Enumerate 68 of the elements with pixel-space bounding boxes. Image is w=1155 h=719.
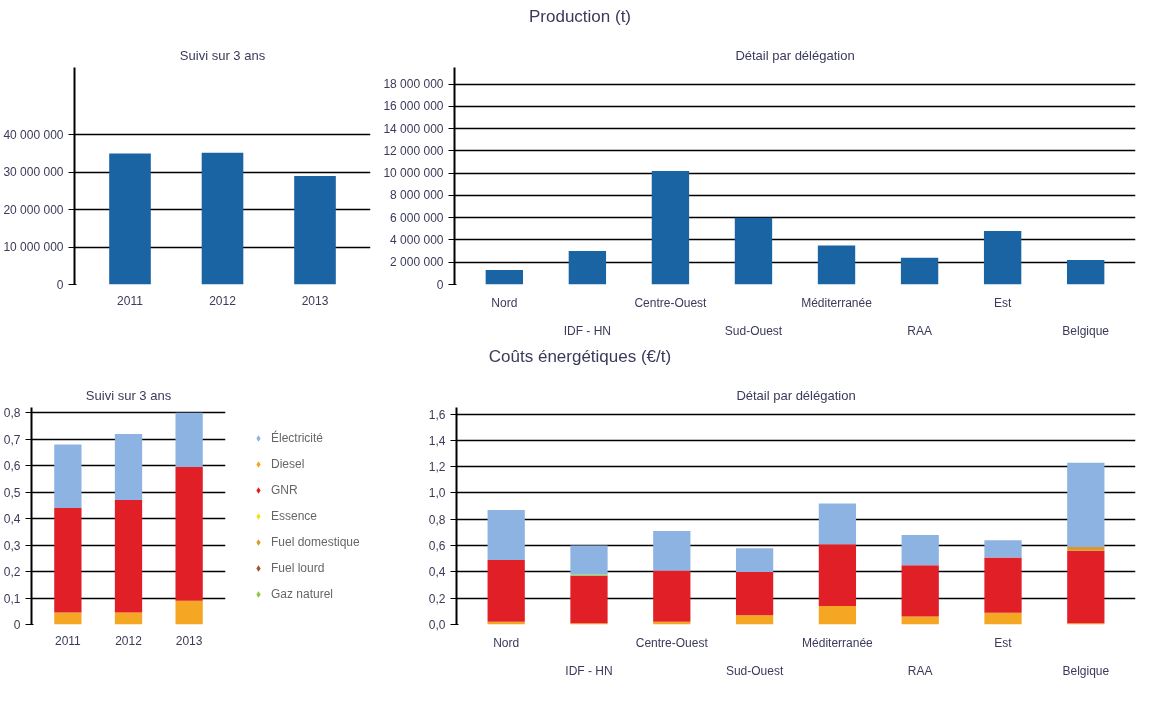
x-tick-label: RAA [907, 663, 933, 678]
legend-label: Fuel lourd [271, 560, 325, 575]
y-tick-label: 0,6 [3, 459, 21, 474]
x-tick-label: 2013 [301, 293, 329, 308]
legend-label: Essence [271, 508, 318, 523]
y-tick-label: 12 000 000 [383, 143, 444, 158]
y-tick-label: 1,6 [428, 407, 446, 422]
x-tick-label: Centre-Ouest [634, 295, 708, 310]
y-tick-label: 0,7 [3, 432, 21, 447]
x-tick-label: IDF - HN [565, 663, 613, 678]
y-tick-label: 0,4 [428, 565, 446, 580]
y-tick-label: 0 [13, 618, 21, 632]
x-tick-label: 2011 [54, 633, 82, 648]
y-tick-label: 10 000 000 [383, 166, 444, 181]
x-tick-label: Belgique [1062, 323, 1110, 338]
x-tick-label: Nord [491, 295, 518, 310]
x-tick-label: Méditerranée [802, 635, 874, 650]
y-tick-label: 1,4 [428, 433, 446, 448]
y-tick-label: 0,1 [3, 591, 21, 606]
x-tick-label: Belgique [1062, 663, 1110, 678]
x-tick-label: 2012 [209, 293, 237, 308]
y-tick-label: 1,0 [428, 486, 446, 501]
x-tick-label: RAA [907, 323, 932, 338]
x-tick-label: 2013 [175, 633, 203, 648]
x-tick-label: Est [993, 295, 1012, 310]
y-tick-label: 0,4 [3, 512, 21, 527]
y-tick-label: 2 000 000 [390, 255, 444, 270]
y-tick-label: 16 000 000 [383, 99, 444, 114]
y-tick-label: 0 [436, 277, 444, 292]
y-tick-label: 14 000 000 [383, 121, 444, 136]
x-tick-label: Centre-Ouest [635, 635, 709, 650]
x-tick-label: 2012 [115, 633, 143, 648]
chart-title: Détail par délégation [736, 387, 856, 403]
x-tick-label: Sud-Ouest [725, 663, 784, 678]
x-tick-label: IDF - HN [563, 323, 612, 338]
chart-title: Détail par délégation [735, 47, 855, 63]
legend-label: Fuel domestique [271, 534, 360, 549]
x-tick-label: Est [994, 635, 1013, 650]
x-tick-label: 2011 [117, 293, 144, 308]
y-tick-label: 10 000 000 [3, 240, 64, 255]
legend-label: Électricité [271, 430, 324, 445]
chart-title: Suivi sur 3 ans [179, 47, 266, 63]
y-tick-label: 6 000 000 [390, 210, 444, 225]
y-tick-label: 40 000 000 [3, 127, 64, 142]
x-tick-label: Nord [493, 635, 520, 650]
y-tick-label: 0,5 [3, 485, 21, 500]
y-tick-label: 0,8 [428, 512, 446, 527]
y-tick-label: 1,2 [428, 460, 446, 475]
y-tick-label: 0,2 [428, 591, 446, 606]
y-tick-label: 18 000 000 [383, 77, 444, 92]
y-tick-label: 30 000 000 [3, 165, 64, 180]
y-tick-label: 0 [56, 277, 64, 292]
y-tick-label: 4 000 000 [390, 232, 444, 247]
y-tick-label: 0,0 [428, 618, 446, 632]
y-tick-label: 8 000 000 [390, 188, 444, 203]
legend-label: GNR [271, 482, 298, 497]
y-tick-label: 0,3 [3, 538, 21, 553]
y-tick-label: 0,2 [3, 565, 21, 580]
y-tick-label: 0,6 [428, 539, 446, 554]
y-tick-label: 20 000 000 [3, 202, 64, 217]
legend-label: Gaz naturel [271, 586, 334, 601]
legend-label: Diesel [271, 456, 305, 471]
x-tick-label: Méditerranée [801, 295, 873, 310]
text: Production (t) [528, 6, 632, 28]
x-tick-label: Sud-Ouest [724, 323, 783, 338]
text: Coûts énergétiques (€/t) [488, 346, 672, 368]
chart-title: Suivi sur 3 ans [85, 387, 172, 403]
y-tick-label: 0,8 [3, 406, 21, 421]
